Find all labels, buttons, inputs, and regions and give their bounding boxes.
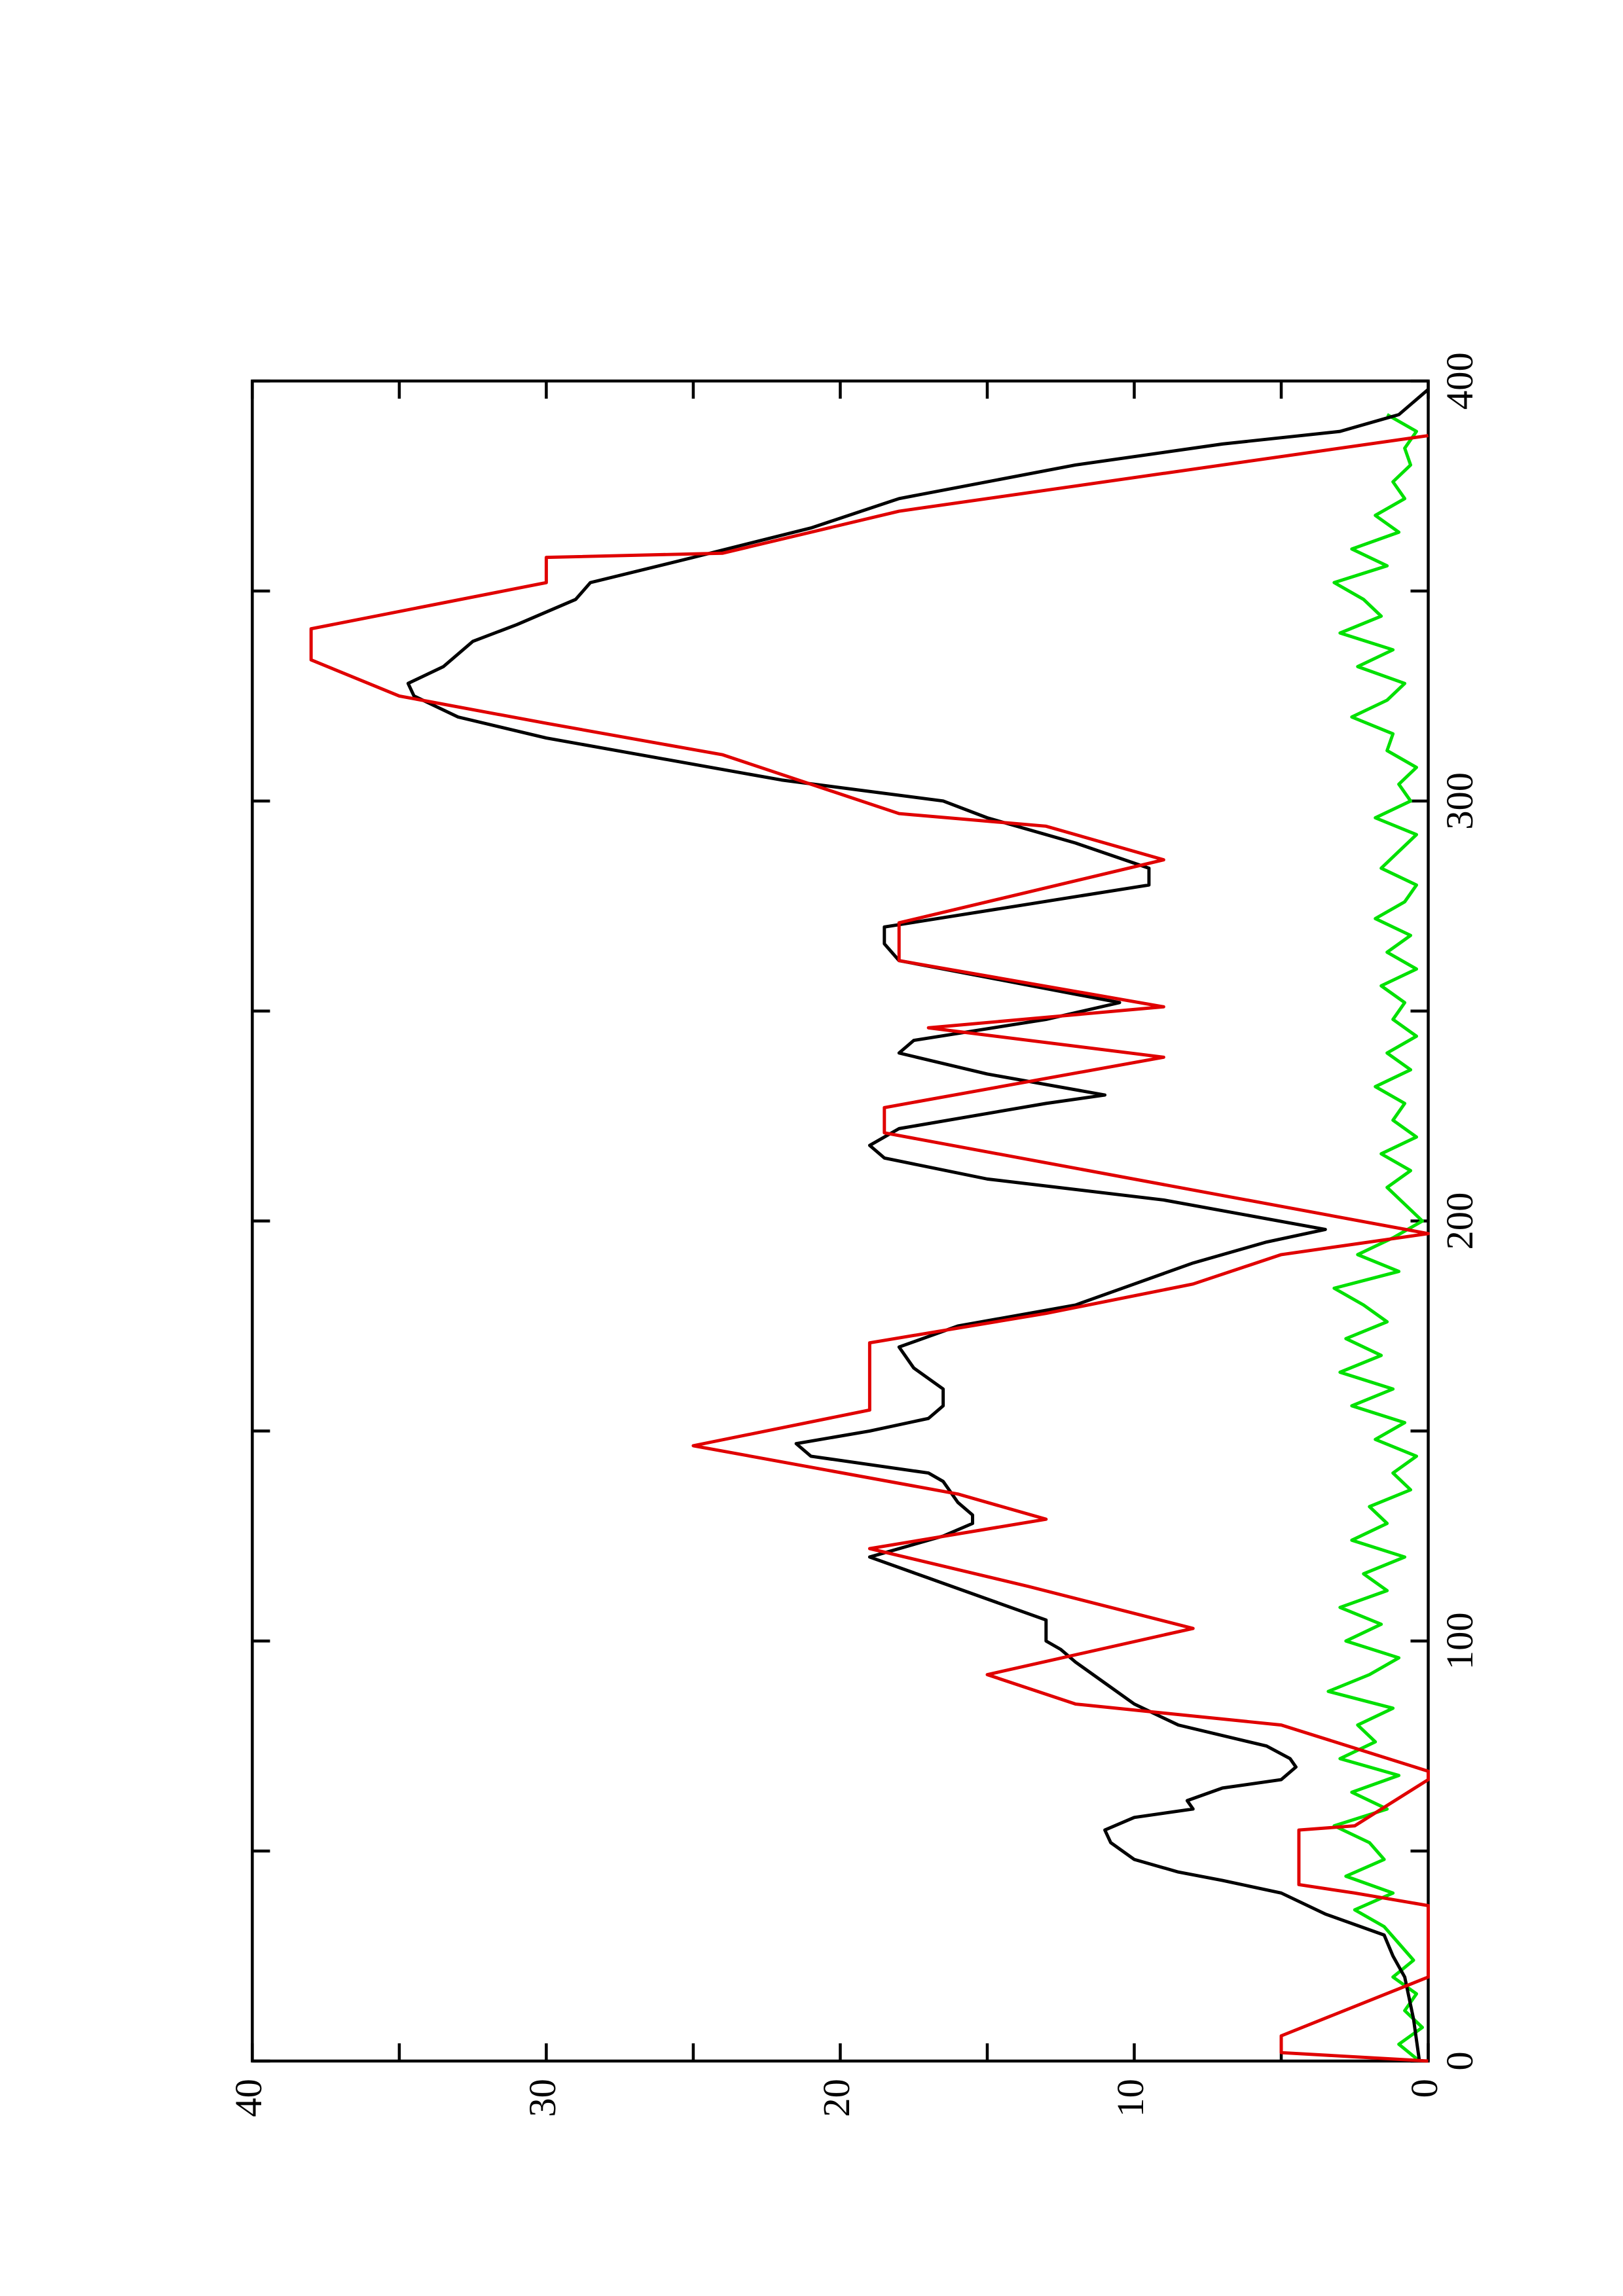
- x-tick-label: 100: [1438, 1612, 1481, 1670]
- data-line: [406, 388, 1430, 2062]
- x-tick-label: 0: [1438, 2051, 1481, 2070]
- y-tick-label: 10: [1109, 2079, 1152, 2117]
- x-tick-label: 300: [1438, 772, 1481, 830]
- data-line: [309, 434, 1430, 2063]
- plot-frame: [251, 379, 1430, 2063]
- y-tick-label: 20: [815, 2079, 858, 2117]
- y-tick-label: 30: [521, 2079, 564, 2117]
- plot-area: 0 100 200 300 400 0 10 20 30 40: [227, 352, 1481, 2117]
- x-tick-label: 400: [1438, 352, 1481, 410]
- y-tick-label: 40: [227, 2079, 270, 2117]
- x-tick-label: 200: [1438, 1193, 1481, 1250]
- y-tick-label: 0: [1403, 2079, 1446, 2098]
